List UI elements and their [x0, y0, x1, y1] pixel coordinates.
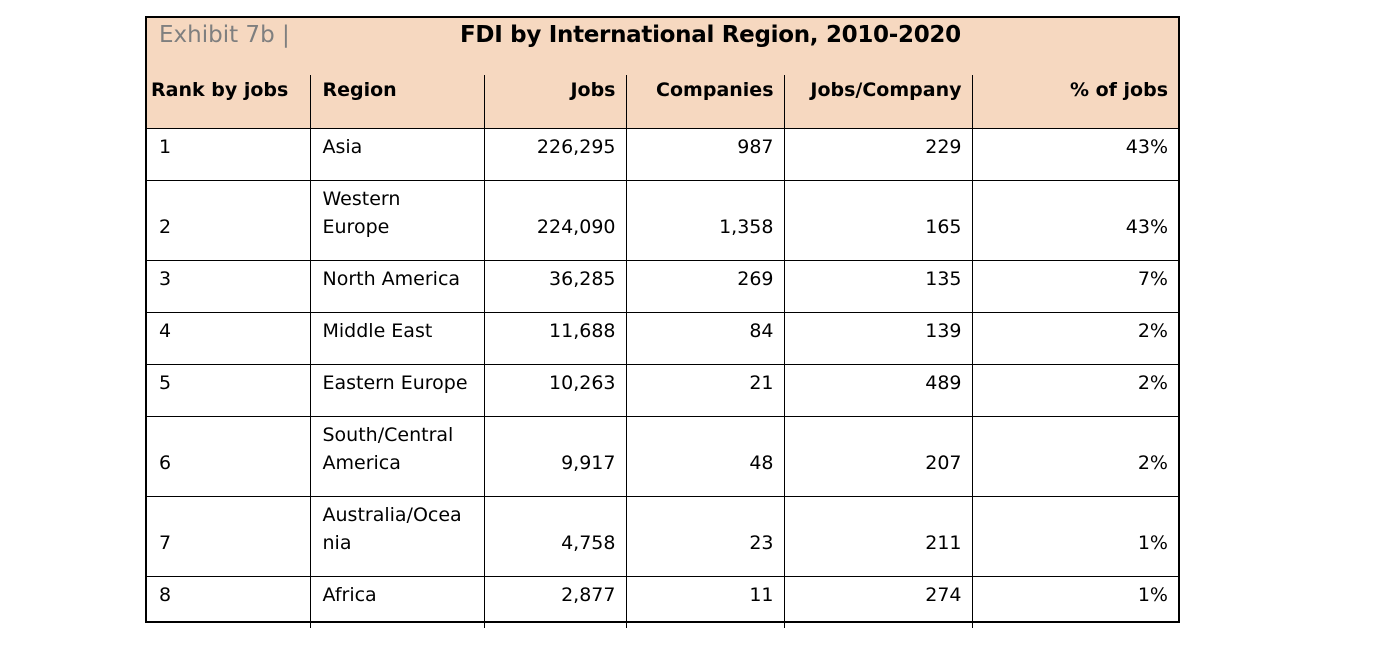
rank-cell: 6 — [147, 415, 311, 497]
column-header-pct-jobs: % of jobs — [971, 75, 1178, 129]
table-row: 5 Eastern Europe 10,263 21 489 2% — [147, 363, 1178, 417]
companies-cell: 269 — [625, 259, 785, 313]
jobs-cell: 36,285 — [483, 259, 627, 313]
region-cell: Eastern Europe — [309, 363, 485, 417]
rank-cell: 1 — [147, 127, 311, 181]
companies-cell: 1,358 — [625, 179, 785, 261]
jobs-cell: 4,758 — [483, 495, 627, 577]
jobs-per-company-cell: 135 — [783, 259, 973, 313]
table-row: 3 North America 36,285 269 135 7% — [147, 259, 1178, 313]
region-cell: Asia — [309, 127, 485, 181]
pct-jobs-cell: 43% — [971, 127, 1178, 181]
region-cell: Australia/Ocea nia — [309, 495, 485, 577]
column-header-companies: Companies — [625, 75, 785, 129]
region-text: Eastern Europe — [322, 371, 468, 394]
region-text: Asia — [322, 135, 363, 158]
table-header-row: Rank by jobs Region Jobs Companies Jobs/… — [147, 75, 1178, 129]
companies-cell: 48 — [625, 415, 785, 497]
companies-cell: 21 — [625, 363, 785, 417]
table-row: 1 Asia 226,295 987 229 43% — [147, 127, 1178, 181]
region-text: Africa — [322, 583, 377, 606]
table-row: 8 Africa 2,877 11 274 1% — [147, 575, 1178, 628]
region-text-line-1: South/Central — [322, 423, 454, 446]
jobs-per-company-cell: 139 — [783, 311, 973, 365]
pct-jobs-cell: 1% — [971, 575, 1178, 628]
companies-cell: 987 — [625, 127, 785, 181]
rank-cell: 7 — [147, 495, 311, 577]
rank-cell: 5 — [147, 363, 311, 417]
rank-cell: 8 — [147, 575, 311, 628]
jobs-per-company-cell: 211 — [783, 495, 973, 577]
region-text-line-2: nia — [322, 531, 352, 554]
pct-jobs-cell: 43% — [971, 179, 1178, 261]
exhibit-title: FDI by International Region, 2010-2020 — [460, 22, 961, 48]
table-row: 4 Middle East 11,688 84 139 2% — [147, 311, 1178, 365]
jobs-per-company-cell: 274 — [783, 575, 973, 628]
jobs-per-company-cell: 165 — [783, 179, 973, 261]
companies-cell: 84 — [625, 311, 785, 365]
region-text: Middle East — [322, 319, 433, 342]
column-header-rank: Rank by jobs — [147, 75, 311, 129]
jobs-cell: 226,295 — [483, 127, 627, 181]
table-row: 2 Western Europe 224,090 1,358 165 43% — [147, 179, 1178, 261]
table-row: 7 Australia/Ocea nia 4,758 23 211 1% — [147, 495, 1178, 577]
column-header-jobs-per-company: Jobs/Company — [783, 75, 973, 129]
pct-jobs-cell: 1% — [971, 495, 1178, 577]
column-header-jobs: Jobs — [483, 75, 627, 129]
pct-jobs-cell: 2% — [971, 363, 1178, 417]
exhibit-table-frame: Exhibit 7b | FDI by International Region… — [145, 16, 1180, 628]
region-text-line-2: Europe — [322, 215, 390, 238]
region-cell: Western Europe — [309, 179, 485, 261]
region-cell: South/Central America — [309, 415, 485, 497]
pct-jobs-cell: 2% — [971, 415, 1178, 497]
pct-jobs-cell: 7% — [971, 259, 1178, 313]
region-cell: Middle East — [309, 311, 485, 365]
region-cell: Africa — [309, 575, 485, 628]
rank-cell: 2 — [147, 179, 311, 261]
table-row: 6 South/Central America 9,917 48 207 2% — [147, 415, 1178, 497]
region-text-line-1: Western — [322, 187, 401, 210]
jobs-cell: 9,917 — [483, 415, 627, 497]
region-cell: North America — [309, 259, 485, 313]
jobs-cell: 2,877 — [483, 575, 627, 628]
companies-cell: 23 — [625, 495, 785, 577]
column-header-region: Region — [309, 75, 485, 129]
companies-cell: 11 — [625, 575, 785, 628]
jobs-per-company-cell: 489 — [783, 363, 973, 417]
jobs-per-company-cell: 207 — [783, 415, 973, 497]
rank-cell: 4 — [147, 311, 311, 365]
jobs-per-company-cell: 229 — [783, 127, 973, 181]
jobs-cell: 224,090 — [483, 179, 627, 261]
jobs-cell: 11,688 — [483, 311, 627, 365]
exhibit-title-bar: Exhibit 7b | FDI by International Region… — [147, 18, 1178, 77]
pct-jobs-cell: 2% — [971, 311, 1178, 365]
jobs-cell: 10,263 — [483, 363, 627, 417]
region-text-line-1: Australia/Ocea — [322, 503, 462, 526]
fdi-region-table: Rank by jobs Region Jobs Companies Jobs/… — [147, 75, 1178, 628]
region-text: North America — [322, 267, 461, 290]
rank-cell: 3 — [147, 259, 311, 313]
exhibit-label: Exhibit 7b | — [159, 22, 290, 48]
region-text-line-2: America — [322, 451, 401, 474]
